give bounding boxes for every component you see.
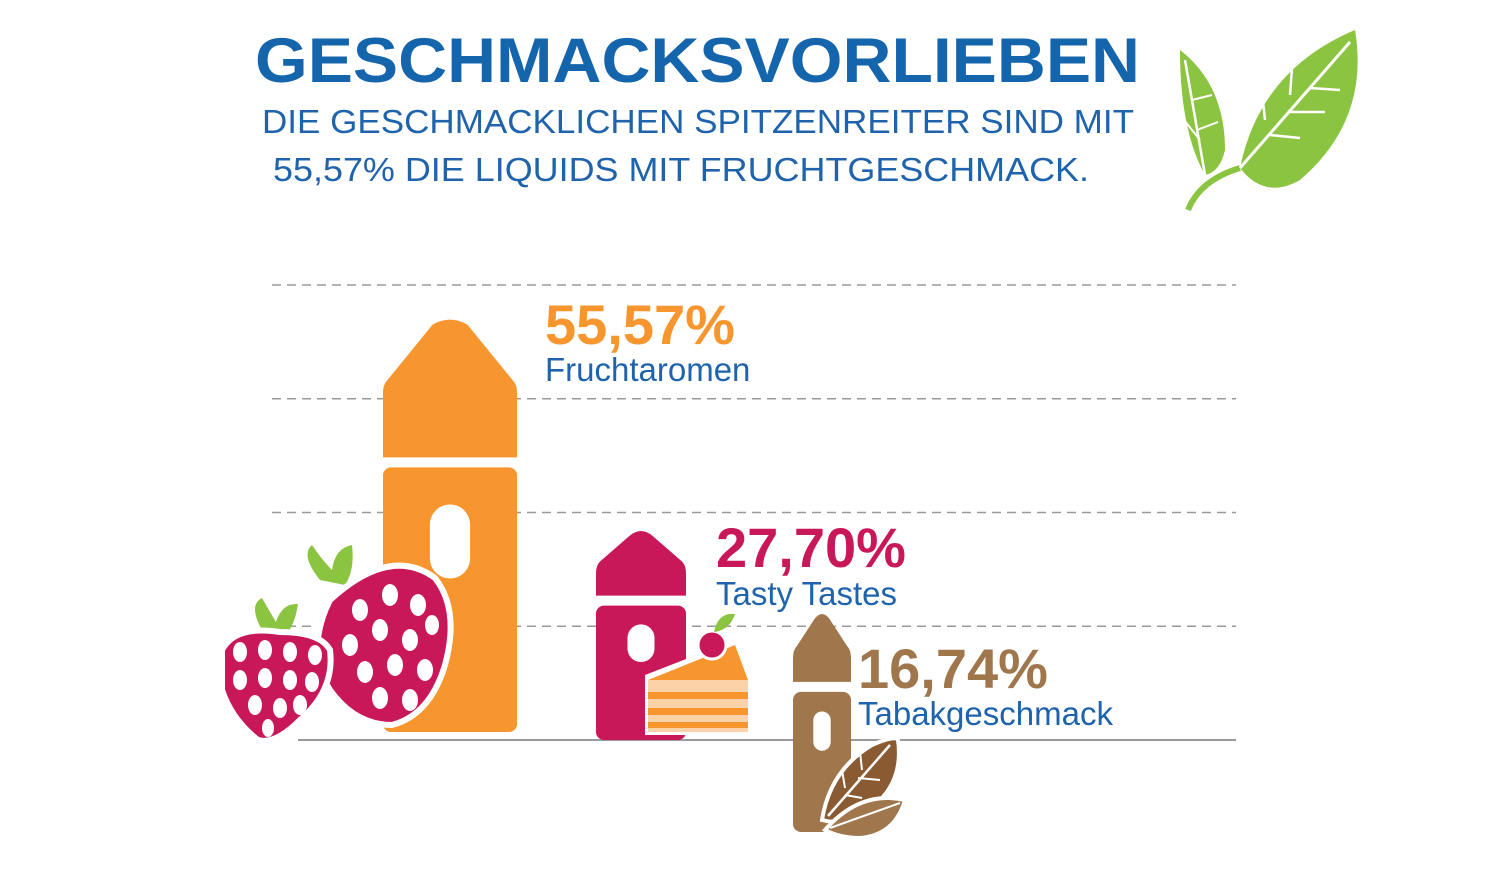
bottle-label-window-3: [813, 711, 831, 751]
category-label-2: Tasty Tastes: [716, 575, 897, 612]
chart-area: 55,57%Fruchtaromen 27,70%Tasty Tastes 16,7…: [272, 284, 1236, 832]
bottle-cap-3: [793, 614, 851, 682]
bottle-cap-2: [596, 530, 686, 596]
data-label-value-3: 16,74%: [858, 637, 1048, 700]
category-label-3: Tabakgeschmack: [858, 695, 1113, 732]
bottle-label-window-2: [627, 624, 655, 663]
page-subtitle-line-2: 55,57% DIE LIQUIDS MIT FRUCHTGESCHMACK.: [273, 151, 1089, 188]
data-label-value-1: 55,57%: [545, 293, 735, 356]
page-title: GESCHMACKSVORLIEBEN: [255, 26, 1140, 96]
category-label-1: Fruchtaromen: [545, 351, 750, 388]
tobacco-leaf-icon: [819, 736, 908, 841]
bottle-cap-1: [383, 319, 517, 458]
page-subtitle-line-1: DIE GESCHMACKLICHEN SPITZENREITER SIND M…: [262, 103, 1134, 140]
green-leaves-icon: [1180, 30, 1358, 212]
data-label-value-2: 27,70%: [716, 516, 906, 579]
cake-slice-icon: [645, 613, 750, 735]
strawberry-icon: [219, 545, 454, 744]
bottle-label-window-1: [429, 504, 471, 579]
